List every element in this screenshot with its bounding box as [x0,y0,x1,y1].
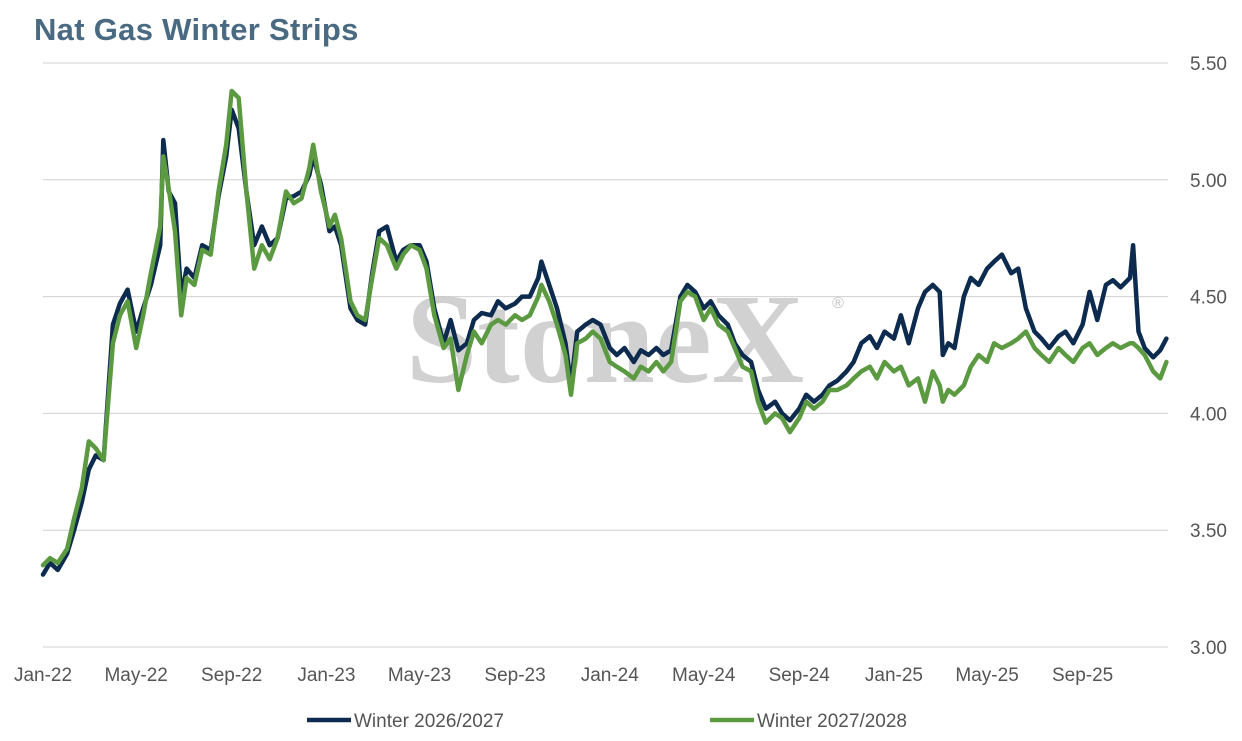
x-tick-label: Jan-25 [865,665,923,686]
legend-label: Winter 2026/2027 [354,711,504,732]
x-tick-label: May-23 [388,665,451,686]
x-tick-label: Sep-24 [769,665,831,686]
x-tick-label: Jan-22 [14,665,72,686]
x-tick-label: Sep-25 [1052,665,1113,686]
series-line-2 [40,88,1169,568]
x-axis: Jan-22 May-22 Sep-22 Jan-23 May-23 Sep-23 Jan-… [14,665,1113,686]
chart-title: Nat Gas Winter Strips [34,12,359,47]
legend: Winter 2026/2027 Winter 2027/2028 [307,711,907,732]
x-tick-label: Jan-24 [581,665,640,686]
y-tick-label: 3.00 [1190,638,1227,659]
x-tick-label: Sep-22 [201,665,262,686]
y-tick-label: 3.50 [1190,521,1227,542]
y-axis: 3.00 3.50 4.00 4.50 5.00 5.50 [1190,54,1227,659]
y-tick-label: 4.50 [1190,288,1227,309]
x-tick-label: Jan-23 [297,665,355,686]
registered-mark-icon: ® [832,295,844,312]
y-tick-label: 5.50 [1190,54,1227,75]
x-tick-label: Sep-23 [484,665,545,686]
y-tick-label: 5.00 [1190,171,1227,192]
y-tick-label: 4.00 [1190,404,1227,425]
series-layer [40,88,1169,577]
x-tick-label: May-24 [672,665,736,686]
x-tick-label: May-22 [104,665,167,686]
x-tick-label: May-25 [955,665,1018,686]
legend-label: Winter 2027/2028 [757,711,907,732]
grid-lines [43,62,1168,648]
